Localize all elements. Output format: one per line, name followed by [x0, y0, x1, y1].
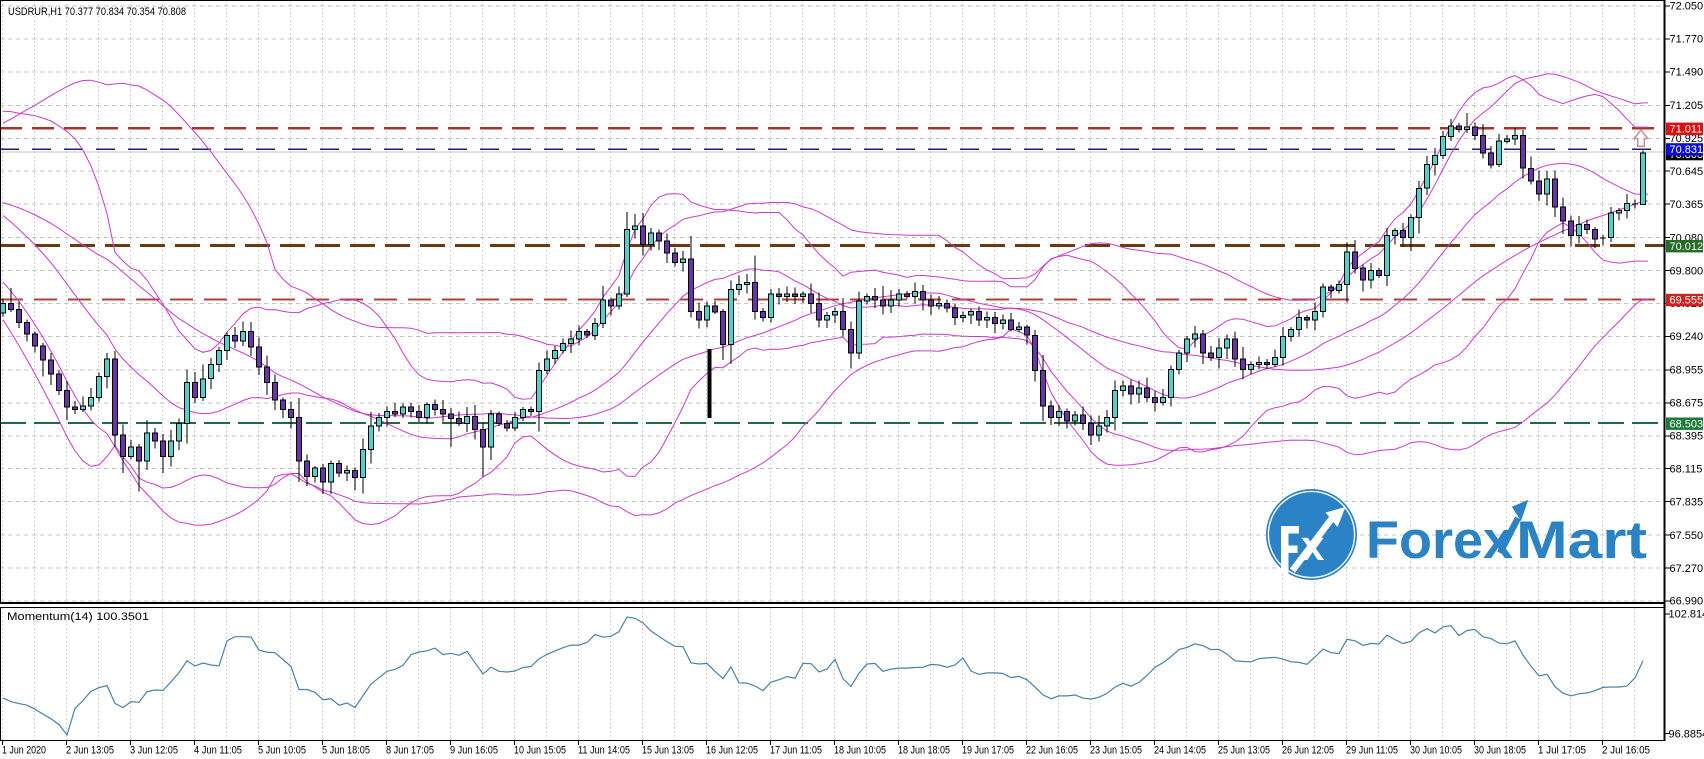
svg-text:2 Jun 13:05: 2 Jun 13:05 [66, 745, 114, 757]
svg-text:1 Jun 2020: 1 Jun 2020 [2, 745, 46, 757]
svg-text:29 Jun 11:05: 29 Jun 11:05 [1346, 745, 1398, 757]
svg-text:18 Jun 18:05: 18 Jun 18:05 [898, 745, 950, 757]
svg-text:25 Jun 13:05: 25 Jun 13:05 [1218, 745, 1270, 757]
svg-text:69.800: 69.800 [1670, 265, 1704, 277]
svg-text:71.011: 71.011 [1670, 124, 1703, 136]
svg-text:23 Jun 15:05: 23 Jun 15:05 [1090, 745, 1142, 757]
svg-text:70.925: 70.925 [1670, 133, 1704, 145]
svg-text:10 Jun 15:05: 10 Jun 15:05 [514, 745, 566, 757]
svg-text:67.835: 67.835 [1670, 496, 1704, 508]
svg-text:68.395: 68.395 [1670, 431, 1704, 443]
svg-text:68.675: 68.675 [1670, 398, 1704, 410]
svg-text:68.955: 68.955 [1670, 365, 1704, 377]
svg-text:30 Jun 10:05: 30 Jun 10:05 [1410, 745, 1462, 757]
svg-text:Momentum(14) 100.3501: Momentum(14) 100.3501 [7, 611, 149, 623]
svg-text:Mart: Mart [1516, 511, 1647, 570]
svg-text:22 Jun 16:05: 22 Jun 16:05 [1026, 745, 1078, 757]
svg-text:70.831: 70.831 [1670, 144, 1704, 156]
svg-text:70.012: 70.012 [1670, 241, 1704, 253]
svg-text:66.990: 66.990 [1670, 596, 1704, 608]
svg-text:69.240: 69.240 [1670, 331, 1704, 343]
svg-text:3 Jun 12:05: 3 Jun 12:05 [130, 745, 178, 757]
svg-text:72.050: 72.050 [1670, 1, 1704, 13]
svg-text:16 Jun 12:05: 16 Jun 12:05 [706, 745, 758, 757]
svg-text:24 Jun 14:05: 24 Jun 14:05 [1154, 745, 1206, 757]
svg-text:30 Jun 18:05: 30 Jun 18:05 [1474, 745, 1526, 757]
svg-text:71.770: 71.770 [1670, 34, 1704, 46]
svg-text:68.503: 68.503 [1670, 418, 1704, 430]
svg-text:15 Jun 13:05: 15 Jun 13:05 [642, 745, 694, 757]
svg-text:71.205: 71.205 [1670, 100, 1704, 112]
svg-text:4 Jun 11:05: 4 Jun 11:05 [194, 745, 242, 757]
svg-text:5 Jun 18:05: 5 Jun 18:05 [322, 745, 370, 757]
svg-text:Forex: Forex [1366, 511, 1514, 570]
svg-text:70.645: 70.645 [1670, 166, 1704, 178]
svg-text:102.8147: 102.8147 [1669, 609, 1704, 621]
svg-text:26 Jun 12:05: 26 Jun 12:05 [1282, 745, 1334, 757]
svg-text:5 Jun 10:05: 5 Jun 10:05 [258, 745, 306, 757]
svg-text:17 Jun 11:05: 17 Jun 11:05 [770, 745, 822, 757]
svg-text:8 Jun 17:05: 8 Jun 17:05 [386, 745, 434, 757]
svg-text:9 Jun 16:05: 9 Jun 16:05 [450, 745, 498, 757]
svg-text:2 Jul 16:05: 2 Jul 16:05 [1602, 745, 1650, 757]
svg-text:18 Jun 10:05: 18 Jun 10:05 [834, 745, 886, 757]
svg-text:67.550: 67.550 [1670, 530, 1704, 542]
svg-text:11 Jun 14:05: 11 Jun 14:05 [578, 745, 630, 757]
svg-text:1 Jul 17:05: 1 Jul 17:05 [1538, 745, 1586, 757]
svg-text:96.8854: 96.8854 [1669, 728, 1704, 740]
svg-text:67.270: 67.270 [1670, 563, 1704, 575]
svg-text:69.555: 69.555 [1670, 295, 1704, 307]
svg-text:USDRUR,H1 70.377 70.834 70.354: USDRUR,H1 70.377 70.834 70.354 70.808 [8, 6, 186, 18]
svg-text:19 Jun 17:05: 19 Jun 17:05 [962, 745, 1014, 757]
svg-text:71.490: 71.490 [1670, 67, 1704, 79]
svg-text:70.365: 70.365 [1670, 199, 1704, 211]
svg-text:68.115: 68.115 [1670, 463, 1703, 475]
